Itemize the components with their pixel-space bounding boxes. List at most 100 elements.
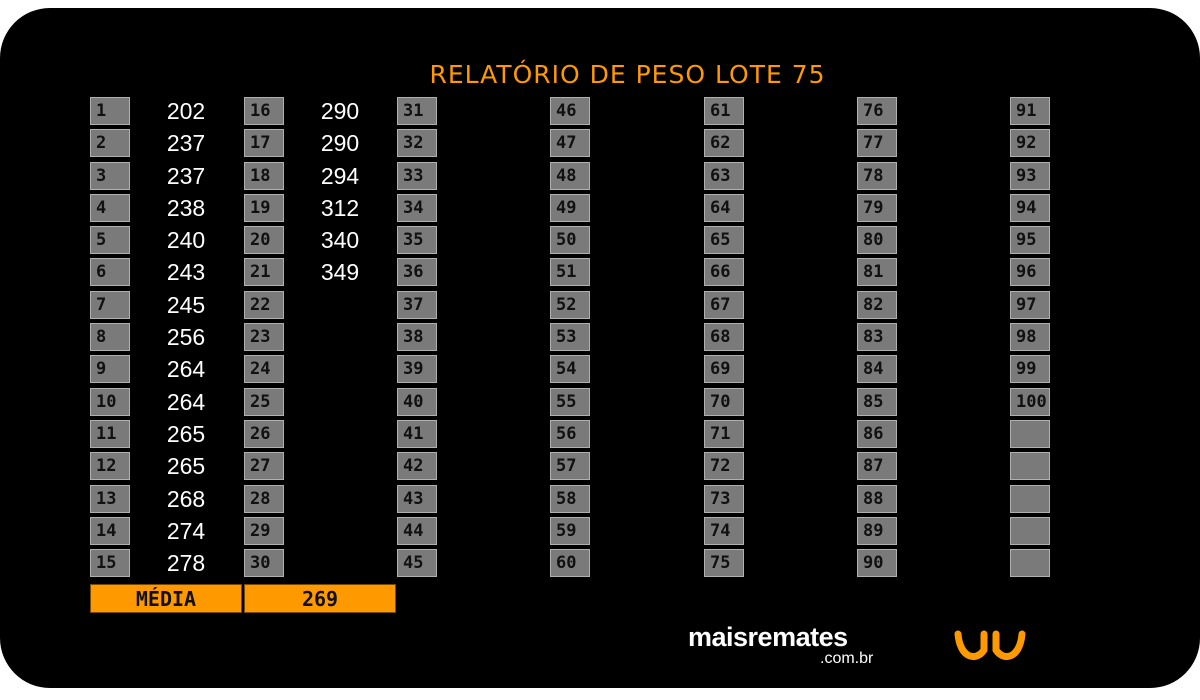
animal-number: 69 xyxy=(704,355,744,384)
animal-number: 87 xyxy=(857,452,897,481)
animal-number: 34 xyxy=(397,193,437,222)
animal-number: 24 xyxy=(244,355,284,384)
animal-weight: 340 xyxy=(320,227,360,254)
animal-number: 85 xyxy=(857,387,897,416)
animal-number: 11 xyxy=(90,419,130,448)
animal-number: 79 xyxy=(857,193,897,222)
animal-number: 44 xyxy=(397,516,437,545)
animal-number: 28 xyxy=(244,484,284,513)
animal-number: 94 xyxy=(1010,193,1050,222)
animal-number: 33 xyxy=(397,161,437,190)
animal-number: 20 xyxy=(244,226,284,255)
animal-number: 25 xyxy=(244,387,284,416)
animal-number: 26 xyxy=(244,419,284,448)
animal-number: 68 xyxy=(704,323,744,352)
animal-number: 4 xyxy=(90,193,130,222)
maisremates-logo-icon xyxy=(954,630,1026,661)
animal-number: 5 xyxy=(90,226,130,255)
animal-number xyxy=(1010,549,1050,578)
animal-number: 8 xyxy=(90,323,130,352)
animal-number: 55 xyxy=(550,387,590,416)
animal-number: 53 xyxy=(550,323,590,352)
animal-number: 57 xyxy=(550,452,590,481)
animal-number: 37 xyxy=(397,290,437,319)
animal-number: 47 xyxy=(550,129,590,158)
animal-number: 54 xyxy=(550,355,590,384)
animal-number: 67 xyxy=(704,290,744,319)
animal-number: 31 xyxy=(397,97,437,125)
animal-number xyxy=(1010,419,1050,448)
animal-number: 2 xyxy=(90,129,130,158)
animal-weight: 290 xyxy=(320,130,360,157)
animal-weight: 240 xyxy=(166,227,206,254)
animal-number: 17 xyxy=(244,129,284,158)
animal-weight: 256 xyxy=(166,324,206,351)
animal-number: 9 xyxy=(90,355,130,384)
animal-weight: 265 xyxy=(166,420,206,447)
animal-number: 35 xyxy=(397,226,437,255)
animal-number: 58 xyxy=(550,484,590,513)
animal-number: 63 xyxy=(704,161,744,190)
animal-number: 62 xyxy=(704,129,744,158)
animal-number: 60 xyxy=(550,549,590,578)
animal-number: 56 xyxy=(550,419,590,448)
animal-number: 49 xyxy=(550,193,590,222)
animal-number: 36 xyxy=(397,258,437,287)
animal-number: 42 xyxy=(397,452,437,481)
animal-number: 13 xyxy=(90,484,130,513)
animal-number: 32 xyxy=(397,129,437,158)
animal-number: 96 xyxy=(1010,258,1050,287)
animal-number: 38 xyxy=(397,323,437,352)
brand-name: maisremates xyxy=(688,622,848,652)
animal-number: 7 xyxy=(90,290,130,319)
animal-number: 82 xyxy=(857,290,897,319)
animal-number: 14 xyxy=(90,516,130,545)
animal-number: 43 xyxy=(397,484,437,513)
animal-number: 22 xyxy=(244,290,284,319)
animal-number: 64 xyxy=(704,193,744,222)
animal-number: 72 xyxy=(704,452,744,481)
animal-number: 92 xyxy=(1010,129,1050,158)
animal-number: 48 xyxy=(550,161,590,190)
animal-number: 6 xyxy=(90,258,130,287)
animal-number: 50 xyxy=(550,226,590,255)
animal-number: 73 xyxy=(704,484,744,513)
animal-weight: 312 xyxy=(320,194,360,221)
animal-weight: 238 xyxy=(166,194,206,221)
animal-number: 66 xyxy=(704,258,744,287)
animal-number: 12 xyxy=(90,452,130,481)
animal-number: 61 xyxy=(704,97,744,125)
animal-number: 15 xyxy=(90,549,130,578)
animal-weight: 294 xyxy=(320,162,360,189)
animal-number: 95 xyxy=(1010,226,1050,255)
animal-number: 91 xyxy=(1010,97,1050,125)
animal-number: 84 xyxy=(857,355,897,384)
animal-number: 19 xyxy=(244,193,284,222)
animal-number: 77 xyxy=(857,129,897,158)
animal-number: 71 xyxy=(704,419,744,448)
animal-number: 90 xyxy=(857,549,897,578)
animal-number: 29 xyxy=(244,516,284,545)
animal-number: 81 xyxy=(857,258,897,287)
animal-number: 16 xyxy=(244,97,284,125)
animal-number: 100 xyxy=(1010,387,1050,416)
animal-number: 93 xyxy=(1010,161,1050,190)
animal-number: 18 xyxy=(244,161,284,190)
animal-weight: 245 xyxy=(166,291,206,318)
animal-weight: 349 xyxy=(320,259,360,286)
animal-number: 27 xyxy=(244,452,284,481)
animal-weight: 264 xyxy=(166,388,206,415)
animal-number: 76 xyxy=(857,97,897,125)
report-panel xyxy=(0,8,1200,688)
animal-number: 40 xyxy=(397,387,437,416)
animal-weight: 202 xyxy=(166,98,206,124)
animal-weight: 290 xyxy=(320,98,360,124)
animal-weight: 264 xyxy=(166,356,206,383)
animal-number: 46 xyxy=(550,97,590,125)
media-label: MÉDIA xyxy=(90,584,242,613)
animal-number: 83 xyxy=(857,323,897,352)
animal-weight: 274 xyxy=(166,517,206,544)
animal-number: 88 xyxy=(857,484,897,513)
animal-number: 86 xyxy=(857,419,897,448)
animal-weight: 268 xyxy=(166,485,206,512)
